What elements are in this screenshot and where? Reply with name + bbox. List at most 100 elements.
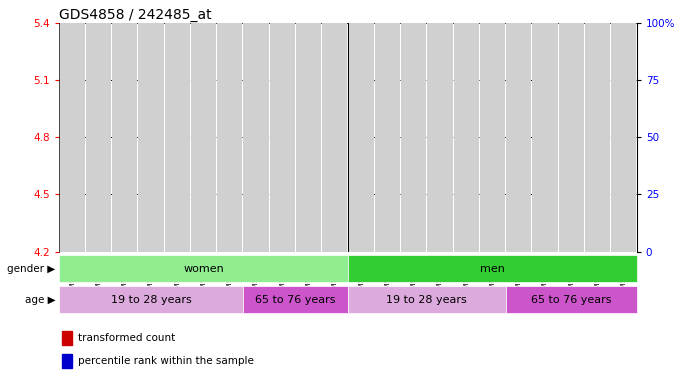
Bar (118, 232, 132, 252)
Point (592, 84, 603, 90)
Text: GSM948631: GSM948631 (384, 254, 390, 298)
Bar (302, 124, 315, 252)
Text: GSM948625: GSM948625 (122, 254, 128, 298)
FancyBboxPatch shape (296, 23, 322, 252)
Text: GSM948628: GSM948628 (200, 254, 207, 298)
FancyBboxPatch shape (585, 23, 610, 252)
Bar (407, 204, 420, 252)
Text: gender ▶: gender ▶ (8, 264, 56, 274)
Point (277, 93, 288, 99)
Point (461, 77, 472, 83)
Bar (486, 170, 499, 252)
FancyBboxPatch shape (427, 23, 452, 252)
Bar (539, 99, 551, 252)
Bar (512, 132, 525, 252)
Bar (617, 137, 631, 252)
Bar (459, 67, 473, 252)
Bar (59, 286, 243, 313)
FancyBboxPatch shape (349, 23, 374, 252)
Point (356, 118, 367, 124)
FancyBboxPatch shape (506, 23, 531, 252)
FancyBboxPatch shape (322, 23, 347, 252)
Point (93, 93, 104, 99)
Text: age ▶: age ▶ (25, 295, 56, 305)
FancyBboxPatch shape (374, 23, 400, 252)
Point (329, 77, 340, 83)
Bar (276, 143, 289, 252)
Bar (505, 286, 637, 313)
Bar (243, 286, 348, 313)
FancyBboxPatch shape (454, 23, 479, 252)
Point (198, 89, 209, 95)
Point (145, 98, 157, 104)
Text: GSM948630: GSM948630 (358, 254, 364, 298)
Point (434, 104, 445, 111)
FancyBboxPatch shape (191, 23, 216, 252)
Point (382, 111, 393, 118)
Text: GSM948637: GSM948637 (253, 254, 259, 298)
Point (566, 89, 577, 95)
Point (408, 104, 419, 111)
FancyBboxPatch shape (532, 23, 557, 252)
Text: GSM948633: GSM948633 (437, 254, 443, 298)
FancyBboxPatch shape (270, 23, 295, 252)
Bar (591, 99, 604, 252)
Bar (62, 331, 72, 345)
Point (303, 89, 314, 95)
Text: GSM948629: GSM948629 (227, 254, 233, 298)
Bar (59, 255, 348, 282)
FancyBboxPatch shape (86, 23, 111, 252)
FancyBboxPatch shape (244, 23, 269, 252)
Point (539, 84, 551, 90)
Text: 65 to 76 years: 65 to 76 years (255, 295, 335, 305)
Text: GDS4858 / 242485_at: GDS4858 / 242485_at (59, 8, 212, 22)
Point (513, 89, 524, 95)
Text: GSM948640: GSM948640 (332, 254, 338, 298)
FancyBboxPatch shape (559, 23, 584, 252)
Bar (92, 151, 105, 252)
Point (67, 93, 78, 99)
Bar (223, 137, 237, 252)
Bar (250, 44, 262, 252)
FancyBboxPatch shape (139, 23, 164, 252)
FancyBboxPatch shape (165, 23, 190, 252)
Text: GSM948623: GSM948623 (70, 254, 75, 298)
Text: GSM948639: GSM948639 (306, 254, 312, 298)
Text: women: women (183, 264, 224, 274)
Point (119, 104, 130, 111)
Text: GSM948624: GSM948624 (95, 254, 102, 298)
Text: GSM948641: GSM948641 (542, 254, 548, 298)
Bar (348, 286, 505, 313)
Text: GSM948627: GSM948627 (174, 254, 180, 298)
Text: men: men (480, 264, 505, 274)
Point (172, 95, 183, 101)
Text: GSM948634: GSM948634 (463, 254, 469, 298)
Text: GSM948635: GSM948635 (489, 254, 496, 298)
Bar (354, 248, 367, 252)
Text: GSM948643: GSM948643 (594, 254, 601, 298)
FancyBboxPatch shape (611, 23, 636, 252)
Text: GSM948632: GSM948632 (411, 254, 417, 298)
Bar (62, 354, 72, 368)
Text: percentile rank within the sample: percentile rank within the sample (78, 356, 253, 366)
FancyBboxPatch shape (112, 23, 137, 252)
Point (251, 77, 262, 83)
Bar (171, 136, 184, 252)
Bar (348, 255, 637, 282)
Text: GSM948626: GSM948626 (148, 254, 154, 298)
Bar (145, 187, 157, 252)
Text: 65 to 76 years: 65 to 76 years (531, 295, 612, 305)
Text: GSM948636: GSM948636 (516, 254, 522, 298)
Text: GSM948638: GSM948638 (279, 254, 285, 298)
Point (487, 89, 498, 95)
Bar (434, 219, 446, 252)
Text: 19 to 28 years: 19 to 28 years (386, 295, 467, 305)
Text: 19 to 28 years: 19 to 28 years (111, 295, 191, 305)
Bar (564, 130, 578, 252)
Text: GSM948644: GSM948644 (621, 254, 626, 298)
Text: GSM948642: GSM948642 (568, 254, 574, 298)
Bar (197, 124, 210, 252)
FancyBboxPatch shape (401, 23, 426, 252)
Bar (329, 33, 342, 252)
Point (618, 95, 629, 101)
